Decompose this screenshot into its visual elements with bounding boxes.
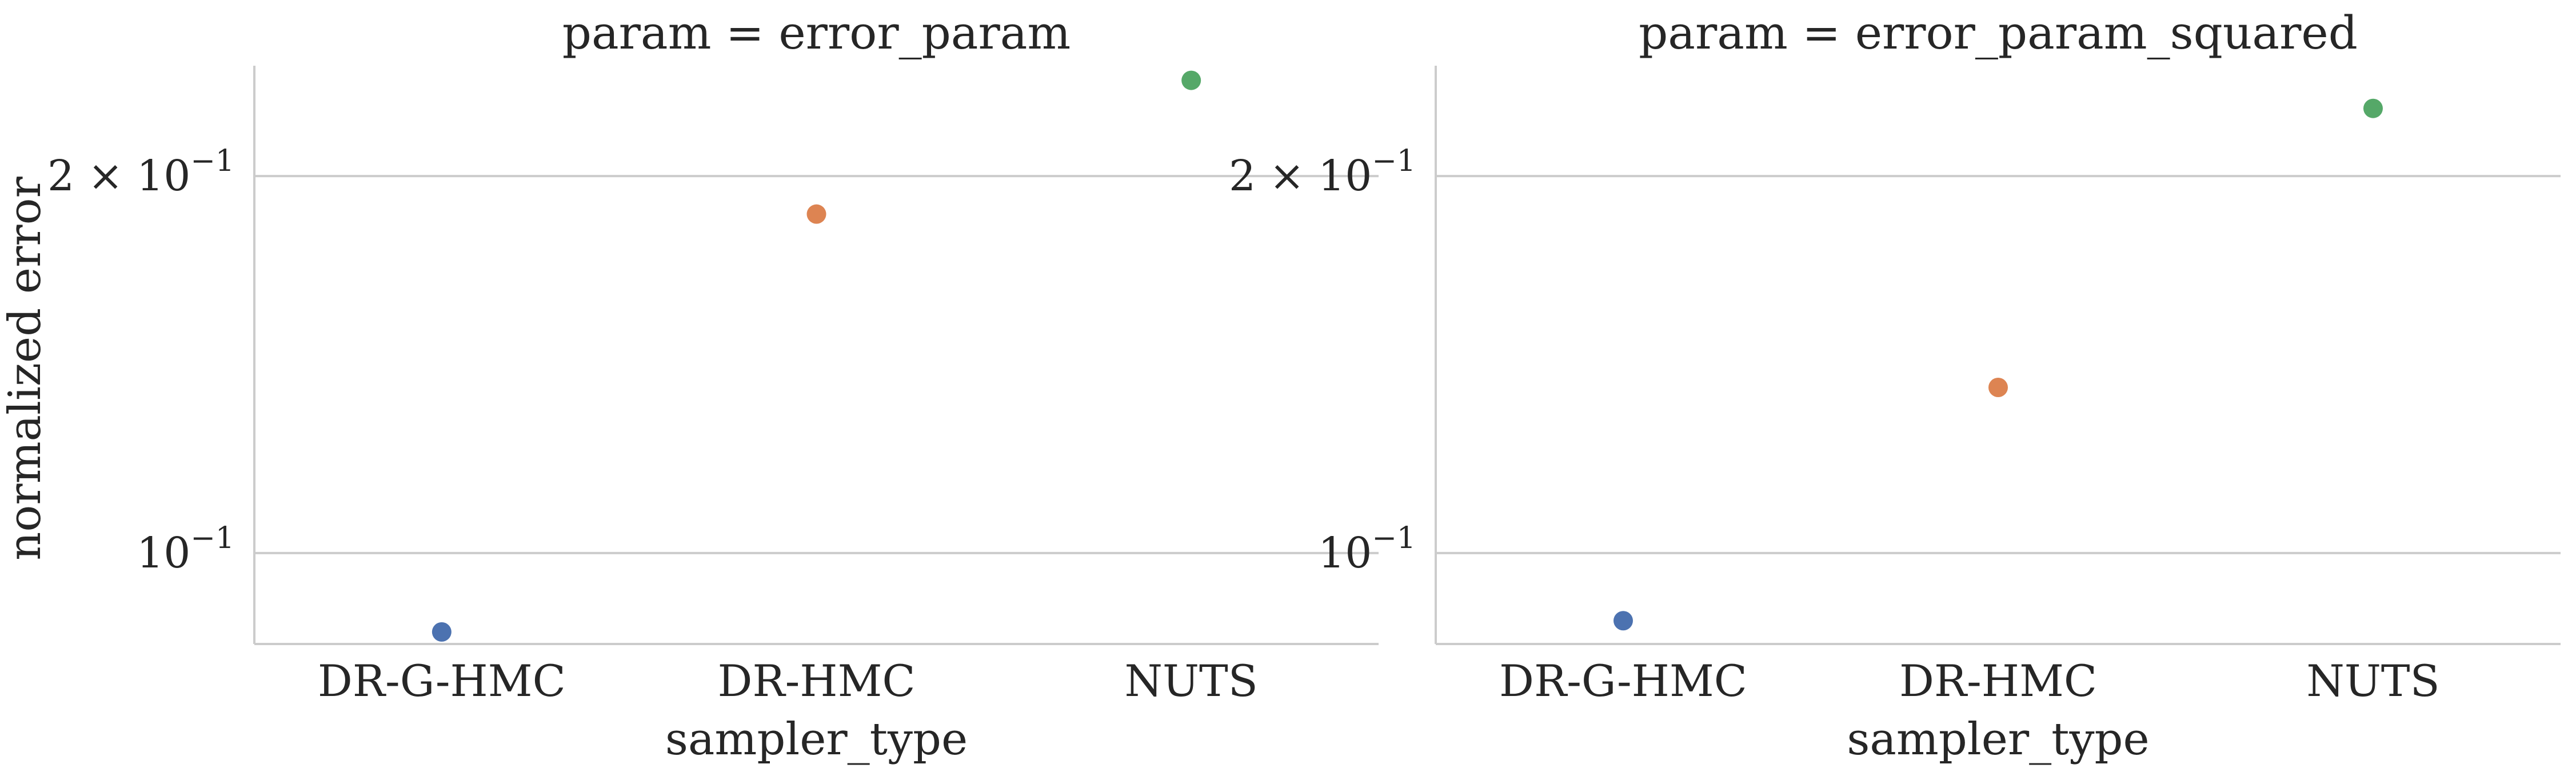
x-axis-label: sampler_type	[1847, 714, 2149, 765]
data-point	[1181, 70, 1201, 90]
panel-2: 10−1 2 × 10−1 param = error_param_squared D…	[1229, 6, 2561, 765]
panel-title: param = error_param	[562, 6, 1071, 59]
data-point	[806, 204, 826, 224]
data-point	[1614, 611, 1633, 631]
y-tick-label: 10−1	[1318, 521, 1416, 578]
panel-1: 10−1 2 × 10−1 param = error_param DR-G-HMC D…	[47, 6, 1379, 765]
y-tick-label: 2 × 10−1	[1229, 144, 1416, 201]
data-point	[2363, 98, 2383, 118]
x-tick-label: DR-HMC	[1899, 655, 2097, 706]
x-tick-label: NUTS	[2306, 655, 2439, 706]
y-axis-label: normalized error	[0, 176, 51, 561]
x-tick-label: NUTS	[1125, 655, 1258, 706]
data-point	[1988, 377, 2008, 397]
x-tick-label: DR-G-HMC	[1499, 655, 1747, 706]
y-tick-label: 2 × 10−1	[47, 144, 234, 201]
y-tick-label: 10−1	[137, 521, 234, 578]
x-tick-label: DR-G-HMC	[318, 655, 566, 706]
x-axis-label: sampler_type	[665, 714, 968, 765]
x-tick-label: DR-HMC	[717, 655, 915, 706]
panels: 10−1 2 × 10−1 param = error_param DR-G-HMC D…	[47, 6, 2561, 765]
data-point	[432, 622, 452, 642]
panel-title: param = error_param_squared	[1639, 6, 2358, 59]
